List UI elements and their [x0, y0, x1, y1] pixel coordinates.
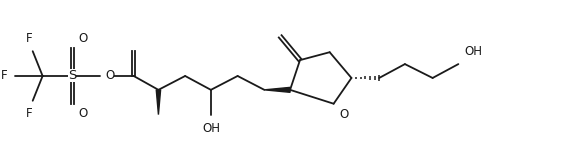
Text: O: O: [78, 32, 88, 45]
Text: F: F: [1, 69, 8, 82]
Text: O: O: [339, 108, 349, 121]
Polygon shape: [156, 90, 161, 115]
Text: S: S: [68, 69, 76, 82]
Text: F: F: [25, 32, 32, 45]
Text: OH: OH: [464, 45, 482, 58]
Text: F: F: [25, 107, 32, 120]
Text: O: O: [105, 69, 114, 82]
Text: OH: OH: [202, 122, 220, 135]
Text: O: O: [78, 107, 88, 120]
Polygon shape: [264, 87, 290, 92]
